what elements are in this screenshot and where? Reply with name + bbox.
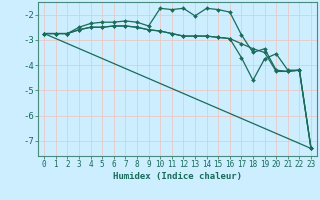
X-axis label: Humidex (Indice chaleur): Humidex (Indice chaleur) [113,172,242,181]
